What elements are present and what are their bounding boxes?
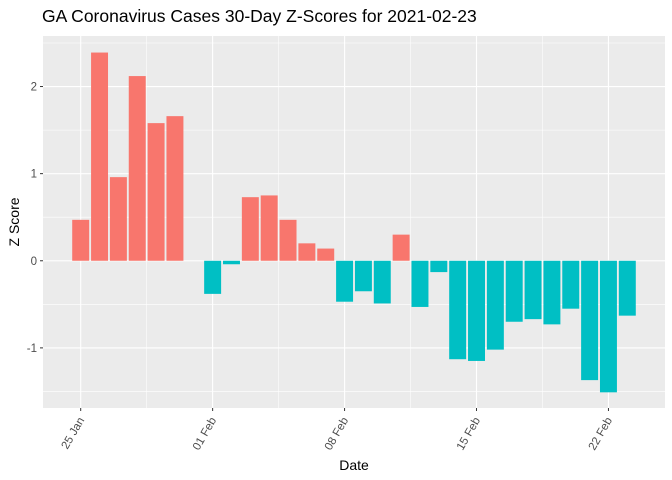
bar — [147, 123, 165, 261]
bar — [72, 219, 90, 261]
bars — [72, 52, 636, 393]
y-tick-label: 2 — [31, 82, 37, 94]
x-tick-label: 08 Feb — [323, 416, 351, 453]
bar — [505, 260, 523, 322]
x-tick-label: 01 Feb — [191, 416, 219, 453]
bar — [562, 260, 580, 309]
bar — [486, 260, 504, 350]
bar — [260, 195, 278, 261]
bar — [618, 260, 636, 316]
bar — [241, 197, 259, 261]
bar — [599, 260, 617, 393]
bar — [279, 219, 297, 261]
y-tick-label: 1 — [31, 169, 37, 181]
bar — [317, 248, 335, 261]
bar — [223, 260, 240, 265]
x-tick-label: 25 Jan — [60, 416, 88, 452]
bar — [581, 260, 599, 381]
bar — [128, 76, 146, 261]
y-axis-ticks: -1 0 1 2 — [27, 82, 43, 355]
y-tick-label: 0 — [31, 256, 37, 268]
bar — [430, 260, 448, 273]
bar — [524, 260, 542, 320]
bar — [411, 260, 429, 307]
bar — [468, 260, 485, 361]
bar — [543, 260, 561, 325]
bar — [298, 243, 316, 261]
bar — [373, 260, 391, 304]
x-axis-ticks: 25 Jan 01 Feb 08 Feb 15 Feb 22 Feb — [60, 408, 615, 453]
bar — [91, 52, 109, 261]
bar — [449, 260, 467, 360]
bar — [392, 234, 410, 261]
x-tick-label: 22 Feb — [587, 416, 615, 453]
y-axis-title: Z Score — [6, 197, 22, 246]
x-axis-title: Date — [339, 457, 369, 473]
chart-title: GA Coronavirus Cases 30-Day Z-Scores for… — [42, 6, 477, 26]
y-tick-label: -1 — [27, 343, 37, 355]
x-tick-label: 15 Feb — [455, 416, 483, 453]
bar — [109, 177, 127, 261]
bar — [354, 260, 372, 292]
bar — [204, 260, 222, 294]
bar — [166, 116, 184, 261]
bar — [336, 260, 354, 302]
